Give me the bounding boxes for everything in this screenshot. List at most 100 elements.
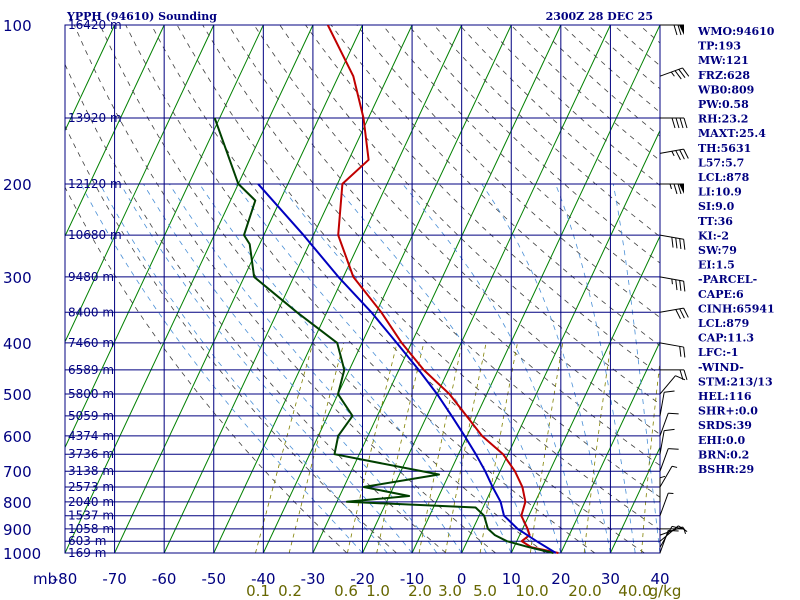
wind-barb-flag: [679, 183, 684, 194]
isotherm-line: [65, 25, 215, 343]
wind-barb: [660, 24, 684, 36]
sounding-index: -PARCEL-: [698, 273, 757, 286]
wind-barb: [659, 412, 679, 437]
height-tick-label: 2573 m: [68, 480, 114, 494]
wind-barb-feather: [678, 69, 686, 78]
wind-barb-feather: [677, 183, 682, 195]
wind-barb-feather: [675, 309, 681, 320]
mixing-ratio-tick-label: 1.0: [366, 582, 390, 600]
isotherm-line: [362, 25, 611, 554]
mixing-ratio-line: [376, 342, 425, 554]
mixing-ratio-tick-label: 40.0: [618, 582, 651, 600]
isotherm-lines: [65, 25, 660, 554]
moist-adiabat-line: [612, 183, 660, 554]
wind-barb-staff: [659, 526, 683, 536]
wind-barb-staff: [659, 493, 669, 516]
pressure-tick-label: 500: [3, 386, 32, 404]
wind-barb-feather: [675, 117, 680, 129]
wind-barb: [659, 448, 679, 472]
dewpoint-line: [213, 117, 554, 554]
pressure-tick-label: 300: [3, 269, 32, 287]
mixing-ratio-line: [347, 342, 398, 554]
sounding-index: RH:23.2: [698, 113, 748, 126]
sounding-index: SHR+:0.0: [698, 405, 758, 418]
wind-barb: [660, 369, 688, 381]
mixing-ratio-line: [445, 342, 487, 554]
dry-adiabat-line: [65, 186, 348, 554]
pressure-tick-label: 100: [3, 17, 32, 35]
isotherm-line: [262, 25, 512, 554]
pressure-tick-label: 700: [3, 463, 32, 481]
sounding-index: LI:10.9: [698, 186, 742, 199]
wind-barb: [659, 428, 675, 455]
temperature-tick-label: -50: [202, 570, 227, 588]
wind-barb-staff: [659, 465, 673, 488]
temperature-tick-label: -60: [152, 570, 177, 588]
height-tick-label: 13920 m: [68, 111, 122, 125]
wind-barb-feather: [668, 412, 679, 415]
wind-barb-feather: [683, 148, 689, 159]
wind-barb: [659, 375, 686, 395]
wind-barb-half-feather: [670, 71, 675, 77]
height-tick-label: 8400 m: [68, 305, 114, 319]
wind-barb-feather: [664, 390, 675, 393]
temperature-tick-label: 40: [650, 570, 669, 588]
wind-barb-feather: [677, 24, 682, 36]
isotherm-line: [65, 25, 264, 449]
mixing-ratio-tick-label: 0.6: [334, 582, 358, 600]
wind-barb-half-feather: [671, 151, 675, 157]
moist-adiabat-line: [333, 183, 562, 554]
wind-barb-feather: [675, 150, 681, 161]
temperature-tick-label: -10: [400, 570, 425, 588]
temperature-tick-label: -80: [53, 570, 78, 588]
temperature-tick-label: -40: [251, 570, 276, 588]
height-tick-label: 603 m: [68, 534, 106, 548]
pressure-unit-label: mb: [33, 570, 57, 588]
isotherm-line: [65, 25, 116, 132]
isotherm-line: [461, 129, 660, 554]
wind-barb-staff: [659, 530, 669, 554]
sounding-index: LCL:878: [698, 171, 750, 184]
wind-barb-feather: [683, 346, 686, 358]
sounding-index: WB0:809: [697, 83, 754, 96]
wind-barb-feather: [683, 307, 689, 318]
wind-barb: [659, 475, 666, 502]
sounding-index: BRN:0.2: [698, 448, 749, 461]
height-tick-label: 7460 m: [68, 336, 114, 350]
temperature-line: [326, 25, 559, 554]
wind-barb-feather: [679, 308, 685, 319]
pressure-tick-label: 600: [3, 428, 32, 446]
wind-barb-staff: [659, 525, 679, 542]
moist-adiabat-lines: [80, 183, 660, 554]
sounding-index: STM:213/13: [698, 375, 773, 388]
mixing-ratio-tick-label: 2.0: [408, 582, 432, 600]
wind-barb-feather: [679, 346, 682, 357]
height-tick-label: 9480 m: [68, 270, 114, 284]
wind-barb-staff: [659, 392, 665, 416]
height-tick-label: 5059 m: [68, 409, 114, 423]
isotherm-line: [65, 25, 314, 554]
isotherm-line: [560, 340, 660, 554]
wind-barb: [659, 390, 675, 416]
wind-barb-feather: [664, 428, 675, 432]
mixing-ratio-lines: [255, 342, 660, 554]
sounding-index: TP:193: [698, 40, 741, 53]
wind-barb-feather: [673, 24, 678, 36]
sounding-index: KI:-2: [698, 229, 729, 242]
sounding-index: L57:5.7: [698, 156, 744, 169]
wind-barb-half-feather: [671, 278, 673, 285]
isotherm-line: [213, 25, 463, 554]
wind-barb: [660, 183, 684, 195]
temperature-tick-label: -70: [102, 570, 127, 588]
height-tick-label: 10680 m: [68, 228, 122, 242]
mixing-ratio-tick-label: 0.1: [246, 582, 270, 600]
isotherm-line: [114, 25, 363, 554]
wind-barb-feather: [673, 183, 678, 195]
pressure-tick-label: 800: [3, 494, 32, 512]
wind-barb-feather: [671, 237, 674, 248]
wind-barb: [659, 234, 686, 250]
sounding-index: PW:0.58: [698, 98, 749, 111]
moist-adiabat-line: [555, 183, 636, 554]
height-tick-label: 2040 m: [68, 495, 114, 509]
